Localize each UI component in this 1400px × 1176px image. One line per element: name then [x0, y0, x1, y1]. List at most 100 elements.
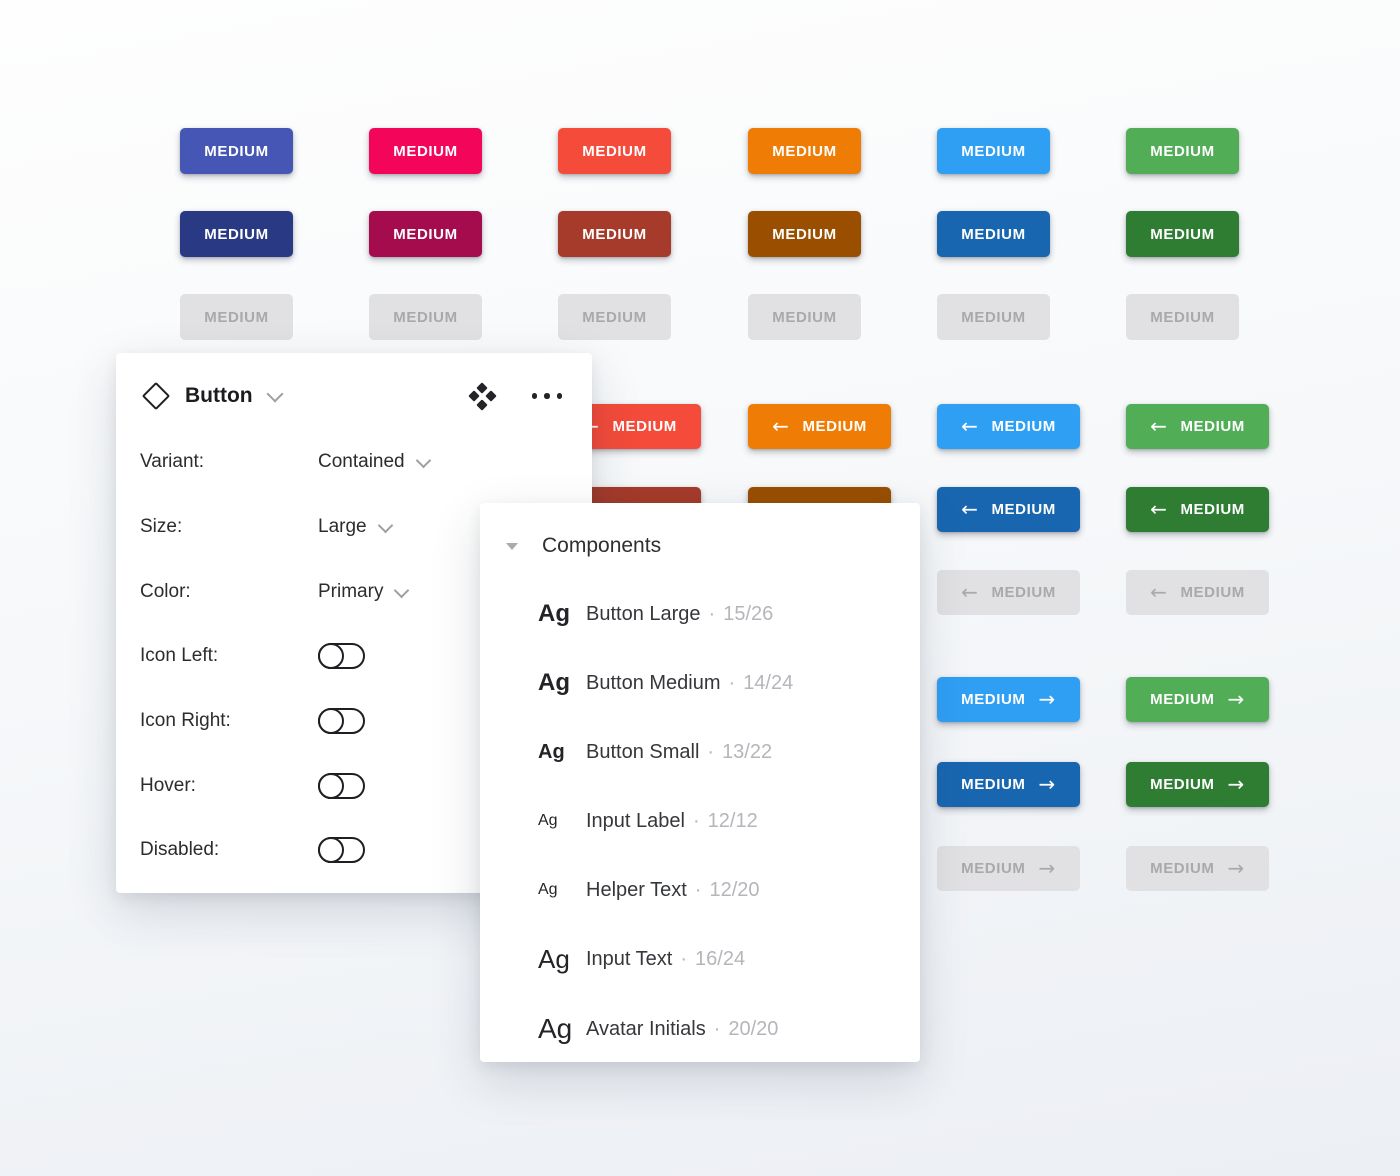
medium-button-orange-dark[interactable]: MEDIUM [748, 211, 861, 257]
dot-separator: · [694, 878, 702, 901]
medium-button-blue-disabled-icon-left[interactable]: ← MEDIUM [937, 570, 1080, 615]
component-item-avatar-initials[interactable]: Ag Avatar Initials · 20/20 [538, 1010, 900, 1048]
medium-button-green-disabled-icon-left[interactable]: ← MEDIUM [1126, 570, 1269, 615]
medium-button-blue-main-icon-right[interactable]: MEDIUM → [937, 677, 1080, 722]
medium-button-orange-disabled[interactable]: MEDIUM [748, 294, 861, 340]
more-menu-icon[interactable] [531, 393, 562, 399]
button-label: MEDIUM [1150, 776, 1215, 793]
medium-button-red-disabled[interactable]: MEDIUM [558, 294, 671, 340]
medium-button-red-main[interactable]: MEDIUM [558, 128, 671, 174]
button-label: MEDIUM [1150, 860, 1215, 877]
toggle-switch-iconright[interactable] [318, 708, 365, 734]
arrow-left-icon: ← [772, 413, 790, 438]
button-label: MEDIUM [772, 142, 837, 160]
components-title: Components [542, 534, 662, 557]
inspector-row-iconleft: Icon Left: [140, 636, 564, 676]
medium-button-red-dark[interactable]: MEDIUM [558, 211, 671, 257]
toggle-switch-hover[interactable] [318, 773, 365, 799]
text-style-glyph: Ag [538, 600, 570, 627]
chevron-down-icon [415, 452, 431, 468]
button-label: MEDIUM [582, 225, 647, 243]
component-item-button-medium[interactable]: Ag Button Medium · 14/24 [538, 664, 900, 702]
text-style-glyph: Ag [538, 1013, 573, 1044]
button-label: MEDIUM [991, 501, 1056, 518]
component-size: 20/20 [728, 1017, 779, 1040]
text-style-glyph: Ag [538, 943, 570, 974]
toggle-switch-disabled[interactable] [318, 837, 365, 863]
medium-button-orange-main[interactable]: MEDIUM [748, 128, 861, 174]
button-label: MEDIUM [961, 776, 1026, 793]
component-item-input-label[interactable]: Ag Input Label · 12/12 [538, 802, 900, 840]
dot-separator: · [708, 602, 716, 625]
inspector-row-color: Color: Primary [140, 572, 564, 612]
arrow-right-icon: → [1227, 771, 1245, 796]
button-label: MEDIUM [961, 691, 1026, 708]
component-item-button-large[interactable]: Ag Button Large · 15/26 [538, 595, 900, 633]
medium-button-indigo-dark[interactable]: MEDIUM [180, 211, 293, 257]
component-size: 14/24 [743, 671, 794, 694]
component-name: Input Label [586, 809, 685, 832]
arrow-right-icon: → [1038, 686, 1056, 711]
medium-button-blue-main[interactable]: MEDIUM [937, 128, 1050, 174]
medium-button-blue-disabled[interactable]: MEDIUM [937, 294, 1050, 340]
components-header: Components [506, 529, 896, 563]
button-label: MEDIUM [961, 860, 1026, 877]
chevron-down-icon [377, 517, 393, 533]
component-size: 12/20 [709, 878, 760, 901]
arrow-left-icon: ← [961, 413, 979, 438]
toggle-switch-iconleft[interactable] [318, 643, 365, 669]
medium-button-orange-main-icon-left[interactable]: ← MEDIUM [748, 404, 891, 449]
button-label: MEDIUM [582, 142, 647, 160]
component-name: Input Text [586, 947, 673, 970]
text-style-glyph: Ag [538, 740, 565, 763]
medium-button-pink-disabled[interactable]: MEDIUM [369, 294, 482, 340]
chevron-down-icon[interactable] [266, 385, 284, 403]
property-dropdown-color[interactable]: Primary [318, 581, 410, 603]
inspector-header: Button [141, 375, 562, 417]
medium-button-blue-disabled-icon-right[interactable]: MEDIUM → [937, 846, 1080, 891]
medium-button-blue-dark[interactable]: MEDIUM [937, 211, 1050, 257]
button-label: MEDIUM [961, 225, 1026, 243]
property-label: Icon Left: [140, 645, 219, 666]
button-label: MEDIUM [1180, 418, 1245, 435]
button-label: MEDIUM [991, 584, 1056, 601]
medium-button-green-dark-icon-right[interactable]: MEDIUM → [1126, 762, 1269, 807]
property-label: Size: [140, 516, 183, 537]
button-label: MEDIUM [582, 308, 647, 326]
medium-button-pink-dark[interactable]: MEDIUM [369, 211, 482, 257]
button-label: MEDIUM [204, 225, 269, 243]
toggle-knob [318, 708, 344, 734]
medium-button-green-main-icon-left[interactable]: ← MEDIUM [1126, 404, 1269, 449]
medium-button-green-main[interactable]: MEDIUM [1126, 128, 1239, 174]
medium-button-green-main-icon-right[interactable]: MEDIUM → [1126, 677, 1269, 722]
property-dropdown-size[interactable]: Large [318, 516, 393, 538]
component-size: 13/22 [722, 740, 773, 763]
arrow-right-icon: → [1038, 855, 1056, 880]
collapse-triangle-icon[interactable] [506, 542, 518, 550]
medium-button-pink-main[interactable]: MEDIUM [369, 128, 482, 174]
medium-button-blue-main-icon-left[interactable]: ← MEDIUM [937, 404, 1080, 449]
medium-button-blue-dark-icon-right[interactable]: MEDIUM → [937, 762, 1080, 807]
component-item-button-small[interactable]: Ag Button Small · 13/22 [538, 733, 900, 771]
button-label: MEDIUM [961, 142, 1026, 160]
medium-button-green-disabled-icon-right[interactable]: MEDIUM → [1126, 846, 1269, 891]
component-item-helper-text[interactable]: Ag Helper Text · 12/20 [538, 871, 900, 909]
button-label: MEDIUM [1150, 691, 1215, 708]
component-name: Helper Text [586, 878, 687, 901]
component-name: Button Medium [586, 671, 721, 694]
component-icon[interactable] [467, 381, 497, 411]
component-name: Button Small [586, 740, 700, 763]
medium-button-green-dark[interactable]: MEDIUM [1126, 211, 1239, 257]
medium-button-green-disabled[interactable]: MEDIUM [1126, 294, 1239, 340]
property-dropdown-variant[interactable]: Contained [318, 451, 431, 473]
dot-separator: · [680, 947, 688, 970]
property-label: Icon Right: [140, 710, 231, 731]
component-item-input-text[interactable]: Ag Input Text · 16/24 [538, 940, 900, 978]
medium-button-indigo-main[interactable]: MEDIUM [180, 128, 293, 174]
medium-button-indigo-disabled[interactable]: MEDIUM [180, 294, 293, 340]
medium-button-blue-dark-icon-left[interactable]: ← MEDIUM [937, 487, 1080, 532]
medium-button-green-dark-icon-left[interactable]: ← MEDIUM [1126, 487, 1269, 532]
component-size: 16/24 [695, 947, 746, 970]
